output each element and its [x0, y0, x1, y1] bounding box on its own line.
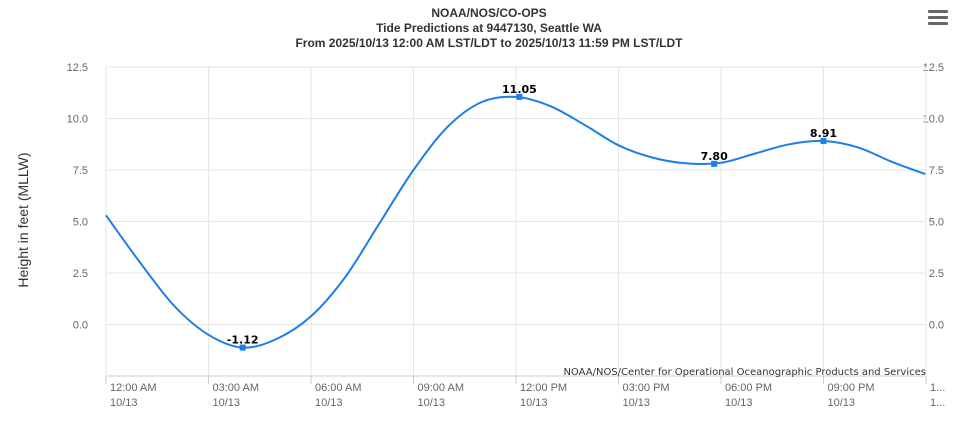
- chart-subtitle-range: From 2025/10/13 12:00 AM LST/LDT to 2025…: [295, 36, 683, 50]
- x-tick-label-date: 10/13: [725, 397, 753, 409]
- x-tick-label-date: 10/13: [623, 397, 651, 409]
- y-tick-label-left: 5.0: [73, 217, 88, 229]
- y-tick-label-right: 2.5: [929, 268, 944, 280]
- y-tick-label-right: 12.5: [923, 62, 944, 74]
- x-tick-label-date: 10/13: [213, 397, 241, 409]
- y-tick-label-left: 10.0: [67, 114, 88, 126]
- x-tick-label-date: 10/13: [520, 397, 548, 409]
- menu-bar: [928, 16, 948, 19]
- extremum-marker: [711, 160, 718, 167]
- extremum-marker: [516, 93, 523, 100]
- extremum-marker: [820, 137, 827, 144]
- extremum-label: -1.12: [227, 334, 259, 347]
- y-tick-label-left: 2.5: [73, 268, 88, 280]
- extremum-label: 7.80: [701, 150, 728, 163]
- x-tick-label-time: 1...: [930, 382, 945, 394]
- extremum-marker: [239, 344, 246, 351]
- extremum-label: 8.91: [810, 127, 837, 140]
- x-tick-label-time: 03:00 PM: [623, 382, 670, 394]
- y-tick-label-left: 0.0: [73, 320, 88, 332]
- x-tick-label-time: 09:00 PM: [828, 382, 875, 394]
- y-tick-label-right: 7.5: [929, 165, 944, 177]
- extremum-label: 11.05: [502, 83, 537, 96]
- chart-title: NOAA/NOS/CO-OPS: [431, 6, 547, 20]
- y-tick-label-right: 5.0: [929, 217, 944, 229]
- x-tick-label-time: 12:00 AM: [110, 382, 156, 394]
- hamburger-menu-icon[interactable]: [928, 10, 948, 28]
- y-tick-label-right: 10.0: [923, 114, 944, 126]
- x-tick-label-date: 10/13: [828, 397, 856, 409]
- y-tick-label-left: 12.5: [67, 62, 88, 74]
- x-tick-label-time: 06:00 AM: [315, 382, 361, 394]
- menu-bar: [928, 22, 948, 25]
- y-tick-label-right: 0.0: [929, 320, 944, 332]
- x-tick-label-date: 1...: [930, 397, 945, 409]
- x-tick-label-date: 10/13: [110, 397, 138, 409]
- x-tick-label-time: 12:00 PM: [520, 382, 567, 394]
- x-tick-label-time: 06:00 PM: [725, 382, 772, 394]
- x-tick-label-time: 03:00 AM: [213, 382, 259, 394]
- credits-text[interactable]: NOAA/NOS/Center for Operational Oceanogr…: [563, 367, 926, 378]
- chart-subtitle-station: Tide Predictions at 9447130, Seattle WA: [376, 21, 602, 35]
- x-tick-label-time: 09:00 AM: [418, 382, 464, 394]
- x-tick-label-date: 10/13: [315, 397, 343, 409]
- y-tick-label-left: 7.5: [73, 165, 88, 177]
- menu-bar: [928, 10, 948, 13]
- x-tick-label-date: 10/13: [418, 397, 446, 409]
